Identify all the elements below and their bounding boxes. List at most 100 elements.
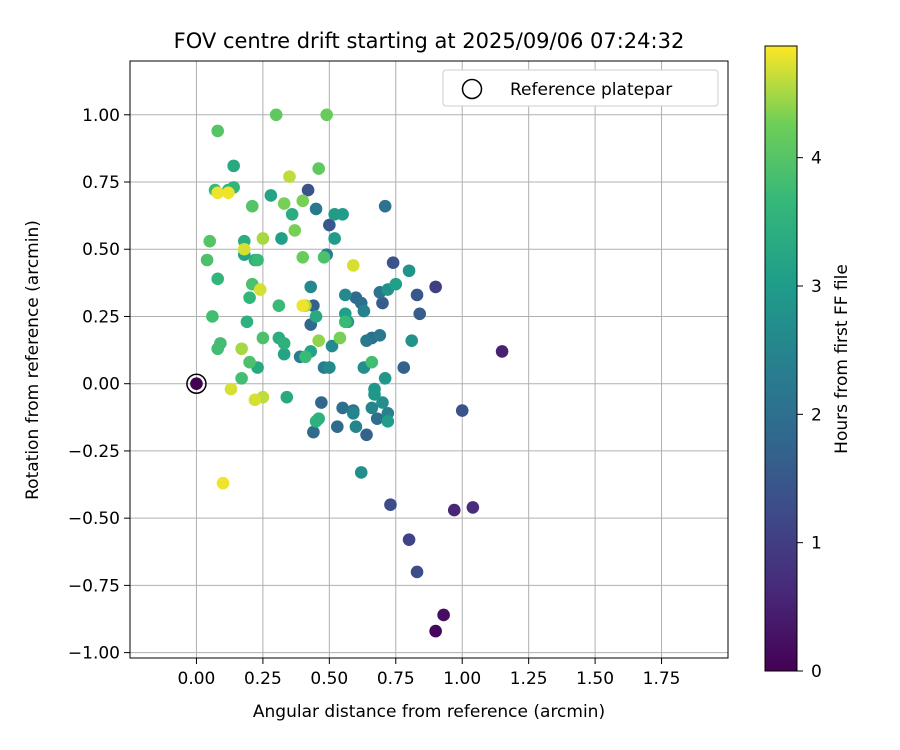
data-point [397, 361, 411, 374]
plot-frame [129, 60, 729, 659]
data-point [222, 186, 235, 200]
data-point [312, 162, 326, 175]
colorbar: 0 1 2 3 4 Hours from first FF file [764, 45, 852, 682]
data-point [447, 503, 461, 517]
data-point [190, 377, 203, 391]
data-point [272, 299, 286, 313]
data-point [495, 345, 509, 358]
data-point [389, 277, 403, 291]
x-tick-label: 0.50 [310, 669, 348, 689]
data-point [323, 218, 336, 232]
data-point [381, 415, 395, 428]
data-point [402, 264, 416, 278]
data-point [240, 315, 254, 329]
data-point [349, 420, 363, 434]
data-point [317, 251, 331, 264]
x-tick-label: 1.75 [643, 669, 681, 689]
data-point [309, 202, 323, 216]
data-point [277, 337, 291, 350]
data-point [243, 291, 256, 304]
y-axis-label: Rotation from reference (arcmin) [23, 220, 43, 500]
data-point [466, 501, 480, 514]
data-point [378, 199, 392, 213]
data-point [248, 393, 262, 407]
data-point [277, 347, 291, 361]
y-tick-label: 0.00 [82, 375, 120, 395]
legend-marker-icon [461, 78, 483, 100]
points [190, 108, 509, 638]
data-point [224, 382, 238, 396]
data-point [299, 350, 312, 364]
data-point [237, 242, 251, 256]
data-point [285, 207, 299, 221]
data-point [346, 259, 360, 272]
grid [130, 61, 728, 658]
data-point [253, 283, 267, 296]
data-point [376, 396, 389, 409]
data-point [354, 466, 368, 479]
data-point [336, 401, 349, 415]
data-point [275, 232, 288, 245]
x-tick-label: 0.25 [244, 669, 282, 689]
data-point [256, 331, 270, 345]
data-point [437, 608, 450, 622]
x-axis-label: Angular distance from reference (arcmin) [253, 702, 605, 722]
data-point [328, 232, 341, 245]
data-point [211, 124, 225, 138]
colorbar-tick-label: 1 [811, 534, 822, 554]
colorbar-tick-label: 0 [811, 662, 822, 682]
reference-point-marker [186, 373, 207, 394]
colorbar-gradient [764, 45, 798, 672]
data-point [211, 186, 225, 200]
data-point [309, 310, 323, 323]
data-point [243, 355, 256, 369]
data-point [301, 183, 315, 197]
data-point [211, 342, 225, 356]
legend-box [442, 69, 719, 107]
data-point [365, 355, 379, 369]
data-point [235, 342, 248, 356]
data-point [296, 194, 310, 208]
data-point [365, 401, 379, 415]
x-ticks: 0.00 0.25 0.50 0.75 1.00 1.25 1.50 1.75 [178, 658, 681, 689]
data-point [320, 108, 333, 122]
data-point [333, 331, 347, 345]
data-point [245, 199, 259, 213]
data-point [227, 159, 240, 173]
data-point [309, 415, 323, 428]
colorbar-ticks: 0 1 2 3 4 [797, 149, 822, 682]
legend: Reference platepar [442, 69, 719, 107]
x-tick-label: 1.00 [443, 669, 481, 689]
colorbar-tick-label: 2 [811, 405, 822, 425]
data-point [378, 372, 392, 385]
data-point [296, 251, 310, 264]
data-point [312, 334, 326, 347]
data-point [216, 476, 230, 490]
y-tick-label: 0.75 [82, 173, 120, 193]
y-tick-label: −1.00 [68, 644, 120, 664]
data-point [370, 412, 384, 425]
data-point [346, 406, 360, 420]
data-point [211, 272, 225, 286]
y-ticks: 1.00 0.75 0.50 0.25 0.00 −0.25 −0.50 −0.75 −1.00 [68, 106, 130, 664]
data-point [304, 280, 318, 294]
data-point [402, 533, 416, 546]
data-point [264, 189, 278, 202]
y-tick-label: 1.00 [82, 106, 120, 126]
data-point [256, 232, 270, 245]
data-point [283, 170, 296, 183]
data-point [325, 339, 339, 353]
data-point [296, 299, 310, 313]
y-tick-label: 0.25 [82, 307, 120, 327]
reference-marker [186, 373, 207, 394]
data-point [200, 253, 214, 267]
colorbar-label: Hours from first FF file [832, 264, 852, 454]
data-point [429, 280, 442, 294]
data-point [338, 315, 352, 329]
data-point [269, 108, 283, 122]
data-point [373, 328, 387, 342]
y-tick-label: −0.75 [68, 576, 120, 596]
data-point [360, 428, 373, 442]
x-tick-label: 1.25 [510, 669, 548, 689]
